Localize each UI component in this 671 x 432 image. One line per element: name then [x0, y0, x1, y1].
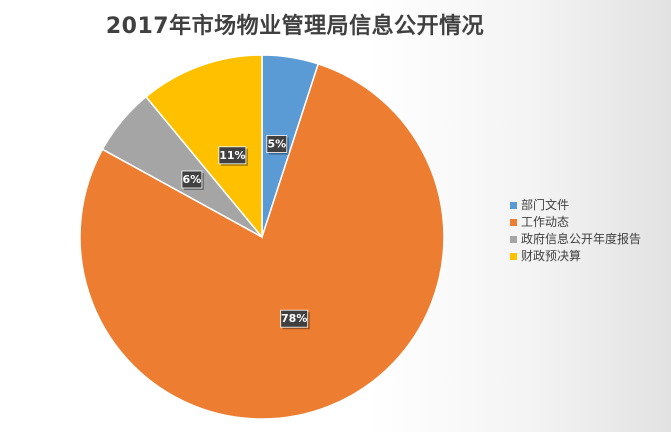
data-label-box [218, 146, 247, 165]
legend-label: 工作动态 [521, 215, 570, 229]
pie-data-labels: 5% 78% 6% 11% [181, 135, 310, 330]
legend-item-1: 部门文件 [510, 197, 641, 214]
legend-label: 财政预决算 [521, 249, 582, 263]
legend-label: 政府信息公开年度报告 [521, 232, 642, 246]
legend-swatch [510, 236, 517, 243]
data-label-box [280, 309, 309, 328]
data-label-text: 11% [219, 149, 245, 162]
legend-swatch [510, 202, 517, 209]
data-label-box [266, 135, 288, 153]
data-label-text: 5% [267, 138, 286, 151]
legend-label: 部门文件 [521, 198, 570, 212]
legend-swatch [510, 253, 517, 260]
legend-item-4: 财政预决算 [510, 248, 641, 265]
pie-slice-4 [144, 54, 263, 240]
legend-item-3: 政府信息公开年度报告 [510, 231, 641, 248]
data-label-1: 5% [266, 135, 289, 155]
data-label-text: 78% [281, 312, 307, 325]
chart-title: 2017年市场物业管理局信息公开情况 [105, 14, 485, 39]
legend-item-2: 工作动态 [510, 214, 641, 231]
data-label-2: 78% [280, 309, 310, 330]
legend: 部门文件工作动态政府信息公开年度报告 财政预决算 [510, 197, 641, 265]
data-label-box [181, 170, 203, 189]
pie-slices [79, 54, 445, 420]
legend-swatch [510, 219, 517, 226]
pie-slice-2 [79, 62, 445, 420]
data-label-4: 11% [218, 146, 248, 166]
data-label-text: 6% [183, 173, 202, 186]
data-label-3: 6% [181, 170, 204, 190]
